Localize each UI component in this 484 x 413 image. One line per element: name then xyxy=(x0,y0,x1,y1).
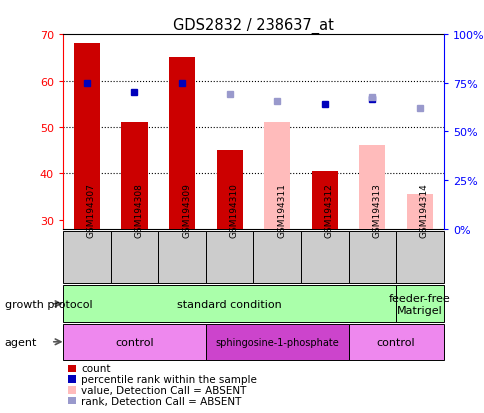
Bar xyxy=(253,231,301,283)
Text: sphingosine-1-phosphate: sphingosine-1-phosphate xyxy=(215,337,338,347)
Text: agent: agent xyxy=(5,337,37,347)
Text: GSM194308: GSM194308 xyxy=(134,183,143,237)
Bar xyxy=(121,123,147,229)
Text: value, Detection Call = ABSENT: value, Detection Call = ABSENT xyxy=(81,385,246,395)
Text: control: control xyxy=(376,337,415,347)
Text: GSM194314: GSM194314 xyxy=(419,183,428,237)
Text: GSM194313: GSM194313 xyxy=(372,183,380,237)
Text: GSM194312: GSM194312 xyxy=(324,183,333,237)
Text: GSM194311: GSM194311 xyxy=(277,183,286,237)
Bar xyxy=(205,231,253,283)
Text: rank, Detection Call = ABSENT: rank, Detection Call = ABSENT xyxy=(81,396,242,406)
Bar xyxy=(264,123,290,229)
Bar xyxy=(359,146,385,229)
Bar xyxy=(348,231,395,283)
Text: growth protocol: growth protocol xyxy=(5,299,92,309)
Bar xyxy=(311,171,337,229)
Bar xyxy=(63,231,110,283)
Bar xyxy=(158,231,205,283)
Bar xyxy=(395,286,443,322)
Bar xyxy=(395,231,443,283)
Bar xyxy=(110,231,158,283)
Text: standard condition: standard condition xyxy=(177,299,281,309)
Bar xyxy=(63,286,395,322)
Text: percentile rank within the sample: percentile rank within the sample xyxy=(81,374,257,384)
Bar xyxy=(205,324,348,360)
Text: GSM194307: GSM194307 xyxy=(87,183,96,237)
Bar xyxy=(63,324,205,360)
Bar xyxy=(216,151,242,229)
Bar xyxy=(406,195,432,229)
Text: GSM194309: GSM194309 xyxy=(182,183,191,237)
Bar xyxy=(348,324,443,360)
Text: control: control xyxy=(115,337,153,347)
Title: GDS2832 / 238637_at: GDS2832 / 238637_at xyxy=(173,18,333,34)
Bar xyxy=(168,58,195,229)
Text: count: count xyxy=(81,363,111,373)
Bar xyxy=(74,44,100,229)
Text: feeder-free
Matrigel: feeder-free Matrigel xyxy=(388,293,450,315)
Text: GSM194310: GSM194310 xyxy=(229,183,238,237)
Bar xyxy=(301,231,348,283)
